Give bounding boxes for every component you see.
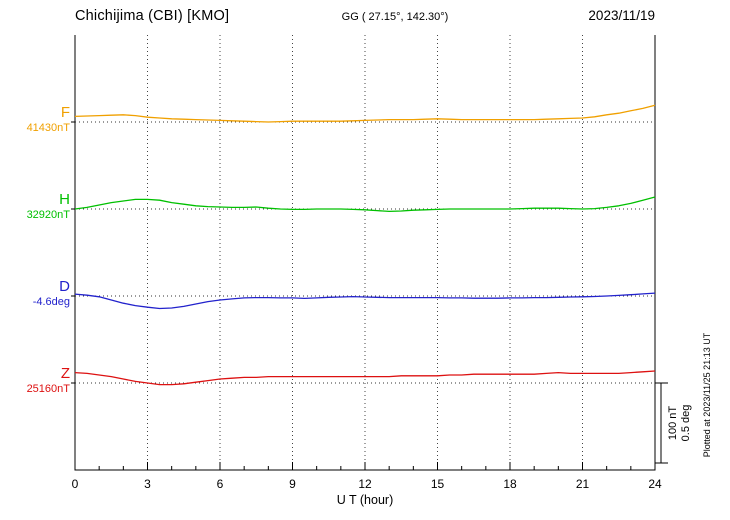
x-tick-label: 24 (648, 477, 662, 491)
component-block-F: F 41430nT (0, 104, 70, 135)
x-tick-label: 9 (289, 477, 296, 491)
station-title: Chichijima (CBI) [KMO] (75, 8, 230, 24)
component-block-Z: Z 25160nT (0, 365, 70, 396)
x-tick-label: 3 (144, 477, 151, 491)
trace-F (74, 104, 656, 123)
component-H-label: H (59, 191, 70, 208)
component-D-label: D (59, 278, 70, 295)
observation-date: 2023/11/19 (588, 8, 655, 23)
x-tick-label: 21 (576, 477, 590, 491)
scale-bar-nt: 100 nT (667, 405, 679, 441)
plot-frame (74, 35, 656, 471)
component-F-label: F (60, 104, 70, 121)
trace-D (74, 292, 656, 310)
x-tick-label: 18 (503, 477, 517, 491)
trace-H (74, 196, 656, 213)
x-tick-label: 15 (431, 477, 445, 491)
scale-bar-deg: 0.5 deg (680, 404, 692, 442)
scale-bracket (655, 382, 668, 464)
component-Z-label: Z (60, 365, 70, 382)
geographic-coords: GG ( 27.15°, 142.30°) (341, 11, 449, 23)
component-F-baseline-value: 41430nT (26, 122, 70, 134)
component-D-baseline-value: -4.6deg (32, 296, 70, 308)
trace-Z (74, 370, 656, 386)
x-axis-label: U T (hour) (337, 493, 394, 507)
x-tick-label: 12 (358, 477, 372, 491)
component-H-baseline-value: 32920nT (26, 209, 70, 221)
x-tick-label: 6 (217, 477, 224, 491)
plotted-at-note: Plotted at 2023/11/25 21:13 UT (702, 332, 712, 458)
scale-bar-label: 100 nT 0.5 deg (667, 391, 693, 455)
x-tick-label: 0 (72, 477, 79, 491)
component-Z-baseline-value: 25160nT (26, 383, 70, 395)
component-block-D: D -4.6deg (0, 278, 70, 309)
component-block-H: H 32920nT (0, 191, 70, 222)
